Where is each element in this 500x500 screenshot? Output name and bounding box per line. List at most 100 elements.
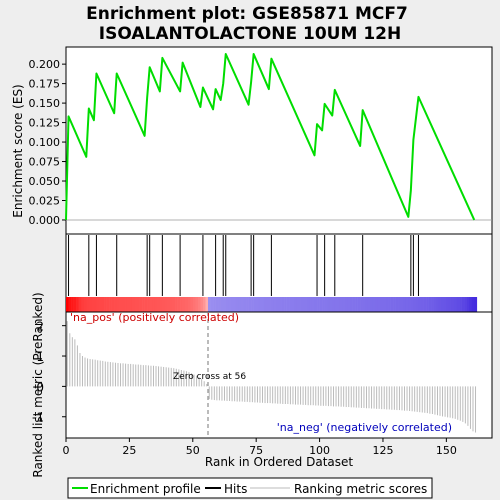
color-bar-cell bbox=[367, 297, 371, 312]
color-bar-cell bbox=[76, 297, 79, 312]
color-bar-cell bbox=[177, 297, 181, 312]
color-bar-cell bbox=[355, 297, 358, 312]
color-bar-cell bbox=[142, 297, 145, 312]
color-bar-cell bbox=[139, 297, 143, 312]
color-bar-cell bbox=[261, 297, 265, 312]
color-bar-cell bbox=[266, 297, 270, 312]
x-axis-label: Rank in Ordered Dataset bbox=[205, 455, 353, 469]
color-bar-cell bbox=[403, 297, 407, 312]
metric-ytick-label: 2 bbox=[36, 320, 44, 334]
color-bar-cell bbox=[73, 297, 77, 312]
chart-title-line2: ISOALANTOLACTONE 10UM 12H bbox=[99, 24, 401, 44]
color-bar-cell bbox=[317, 297, 320, 312]
color-bar-cell bbox=[375, 297, 379, 312]
color-bar-cell bbox=[202, 297, 206, 312]
color-bar-cell bbox=[309, 297, 313, 312]
color-bar-cell bbox=[446, 297, 450, 312]
color-bar-cell bbox=[256, 297, 260, 312]
es-ytick-label: 0.125 bbox=[29, 117, 61, 130]
es-ytick-label: 0.200 bbox=[29, 58, 61, 71]
color-bar-cell bbox=[334, 297, 338, 312]
color-bar-cell bbox=[273, 297, 277, 312]
color-bar-cell bbox=[243, 297, 247, 312]
color-bar-cell bbox=[428, 297, 432, 312]
color-bar-cell bbox=[78, 297, 82, 312]
legend-hits-label: Hits bbox=[224, 482, 247, 496]
color-bar-cell bbox=[68, 297, 72, 312]
color-bar-cell bbox=[71, 297, 74, 312]
color-bar-cell bbox=[408, 297, 412, 312]
color-bar-cell bbox=[225, 297, 229, 312]
color-bar-cell bbox=[441, 297, 445, 312]
color-bar-cell bbox=[104, 297, 107, 312]
color-bar-cell bbox=[200, 297, 204, 312]
color-bar-cell bbox=[210, 297, 214, 312]
color-bar-cell bbox=[276, 297, 280, 312]
color-bar-cell bbox=[129, 297, 133, 312]
color-bar-cell bbox=[240, 297, 244, 312]
color-bar-cell bbox=[322, 297, 325, 312]
metric-panel: -1 0 1 2 Zero cross at 56 'na_pos' (positiv… bbox=[31, 292, 493, 478]
color-bar-cell bbox=[172, 297, 176, 312]
color-bar-cell bbox=[126, 297, 130, 312]
color-bar-cell bbox=[218, 297, 221, 312]
es-ytick-label: 0.150 bbox=[29, 97, 61, 110]
color-bar-cell bbox=[314, 297, 318, 312]
color-bar-cell bbox=[453, 297, 457, 312]
legend-ranking-label: Ranking metric scores bbox=[294, 482, 427, 496]
color-bar-cell bbox=[398, 297, 402, 312]
color-bar-cell bbox=[215, 297, 219, 312]
color-bar-cell bbox=[423, 297, 427, 312]
color-bar-cell bbox=[370, 297, 374, 312]
color-bar-cell bbox=[137, 297, 140, 312]
color-bar-cell bbox=[291, 297, 295, 312]
color-bar-cell bbox=[228, 297, 232, 312]
color-bar-cell bbox=[195, 297, 199, 312]
color-bar-cell bbox=[96, 297, 100, 312]
color-bar-cell bbox=[263, 297, 267, 312]
color-bar-cell bbox=[418, 297, 422, 312]
color-bar-cell bbox=[413, 297, 417, 312]
color-bar-cell bbox=[169, 297, 173, 312]
color-bar-cell bbox=[114, 297, 118, 312]
color-bar-cell bbox=[405, 297, 409, 312]
color-bar-cell bbox=[438, 297, 442, 312]
color-bar-cell bbox=[157, 297, 161, 312]
color-bar-cell bbox=[459, 297, 462, 312]
color-bar-cell bbox=[342, 297, 346, 312]
es-ytick-label: 0.000 bbox=[29, 214, 61, 227]
color-bar-cell bbox=[187, 297, 191, 312]
color-bar-cell bbox=[164, 297, 168, 312]
color-bar-cell bbox=[230, 297, 234, 312]
x-tick-label: 50 bbox=[186, 444, 200, 457]
color-bar-cell bbox=[380, 297, 384, 312]
color-bar-cell bbox=[294, 297, 298, 312]
neg-correlated-label: 'na_neg' (negatively correlated) bbox=[277, 421, 452, 434]
color-bar-cell bbox=[339, 297, 343, 312]
color-bar-cell bbox=[167, 297, 171, 312]
color-bar-cell bbox=[233, 297, 237, 312]
color-bar-cell bbox=[390, 297, 394, 312]
metric-y-axis-label: Ranked list metric (PreRanked) bbox=[31, 292, 45, 477]
x-tick-label: 125 bbox=[372, 444, 393, 457]
color-bar-cell bbox=[388, 297, 391, 312]
color-bar-cell bbox=[431, 297, 434, 312]
color-bar-cell bbox=[301, 297, 305, 312]
color-bar-cell bbox=[81, 297, 85, 312]
color-bar-cell bbox=[474, 297, 478, 312]
color-bar-cell bbox=[91, 297, 95, 312]
legend-enrichment-label: Enrichment profile bbox=[90, 482, 201, 496]
color-bar-cell bbox=[469, 297, 473, 312]
color-bar-cell bbox=[134, 297, 138, 312]
color-bar-cell bbox=[111, 297, 115, 312]
color-bar-cell bbox=[192, 297, 196, 312]
color-bar-cell bbox=[154, 297, 158, 312]
enrichment-profile-line bbox=[65, 53, 476, 221]
color-bar-cell bbox=[88, 297, 92, 312]
color-bar-cell bbox=[159, 297, 163, 312]
es-ytick-label: 0.100 bbox=[29, 136, 61, 149]
color-bar-cell bbox=[106, 297, 110, 312]
color-bar-cell bbox=[235, 297, 239, 312]
color-bar-cell bbox=[190, 297, 194, 312]
color-bar-cell bbox=[362, 297, 366, 312]
